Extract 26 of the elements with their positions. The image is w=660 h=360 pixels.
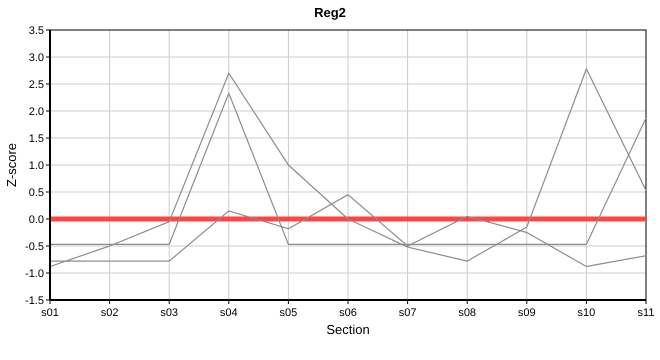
y-tick-label: 1.5 bbox=[28, 132, 44, 145]
x-tick-label: s07 bbox=[398, 307, 416, 319]
x-tick-label: s02 bbox=[100, 307, 118, 319]
y-tick-label: 0.5 bbox=[28, 186, 44, 199]
y-tick-label: 2.5 bbox=[28, 78, 44, 91]
x-tick-label: s09 bbox=[518, 307, 536, 319]
x-tick-label: s01 bbox=[41, 307, 59, 319]
y-tick-label: 2.0 bbox=[28, 106, 44, 118]
chart-title: Reg2 bbox=[314, 5, 346, 20]
x-tick-label: s03 bbox=[160, 307, 178, 319]
y-tick-label: 3.5 bbox=[28, 24, 44, 37]
x-tick-label: s08 bbox=[458, 307, 476, 319]
x-tick-label: s11 bbox=[638, 307, 654, 319]
y-tick-label: 3.0 bbox=[28, 52, 44, 64]
line-series bbox=[49, 68, 647, 268]
y-tick-label: 0.0 bbox=[28, 214, 44, 226]
y-tick-label: 1.0 bbox=[28, 160, 44, 172]
x-axis-title: Section bbox=[326, 322, 370, 337]
y-tick-label: -0.5 bbox=[25, 240, 44, 253]
x-tick-label: s06 bbox=[339, 307, 357, 319]
x-tick-label: s10 bbox=[578, 307, 596, 319]
x-tick-label: s04 bbox=[220, 307, 238, 319]
y-tick-label: -1.5 bbox=[25, 294, 44, 307]
y-axis-title: Z-score bbox=[4, 142, 19, 188]
y-tick-label: -1.0 bbox=[25, 268, 44, 280]
x-tick-label: s05 bbox=[280, 307, 298, 319]
